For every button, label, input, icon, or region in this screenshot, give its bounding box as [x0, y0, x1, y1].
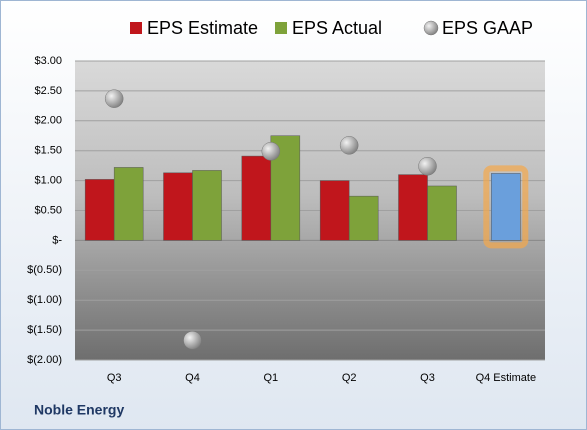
- point: [183, 331, 202, 350]
- bar: [84, 179, 115, 241]
- legend-marker: [275, 22, 287, 34]
- y-tick-label: $1.50: [34, 145, 62, 157]
- x-tick-label: Q3: [107, 372, 122, 384]
- x-tick-label: Q2: [342, 372, 357, 384]
- bar-highlight: [483, 165, 529, 249]
- bar: [163, 172, 193, 241]
- legend-label: EPS GAAP: [442, 18, 533, 38]
- point: [418, 156, 437, 176]
- y-tick-label: $(1.00): [27, 294, 62, 306]
- legend-marker: [423, 20, 439, 36]
- point: [339, 136, 359, 155]
- bar: [427, 185, 457, 241]
- x-tick-label: Q4 Estimate: [476, 372, 537, 384]
- source: Noble Energy: [34, 402, 124, 418]
- legend-marker: [130, 22, 142, 34]
- bar: [241, 155, 272, 241]
- legend-label: EPS Estimate: [147, 18, 258, 38]
- legend-label: EPS Actual: [292, 18, 382, 38]
- y-tick-label: $0.50: [34, 204, 62, 216]
- bar: [491, 173, 521, 241]
- y-tick-label: $-: [52, 234, 62, 246]
- bar: [398, 174, 428, 241]
- y-tick-label: $(1.50): [27, 324, 62, 336]
- y-tick-label: $2.00: [34, 115, 62, 127]
- x-tick-label: Q3: [420, 372, 435, 384]
- point: [261, 142, 281, 161]
- bar: [319, 180, 350, 241]
- bar: [192, 170, 222, 241]
- x-tick-label: Q4: [185, 372, 200, 384]
- point: [104, 89, 124, 108]
- bar: [348, 195, 379, 241]
- bar: [113, 167, 144, 241]
- y-tick-label: $1.00: [34, 175, 62, 187]
- y-tick-label: $2.50: [34, 85, 62, 97]
- y-tick-label: $3.00: [34, 55, 62, 67]
- y-tick-label: $(2.00): [27, 354, 62, 366]
- y-tick-label: $(0.50): [27, 264, 62, 276]
- x-tick-label: Q1: [263, 372, 278, 384]
